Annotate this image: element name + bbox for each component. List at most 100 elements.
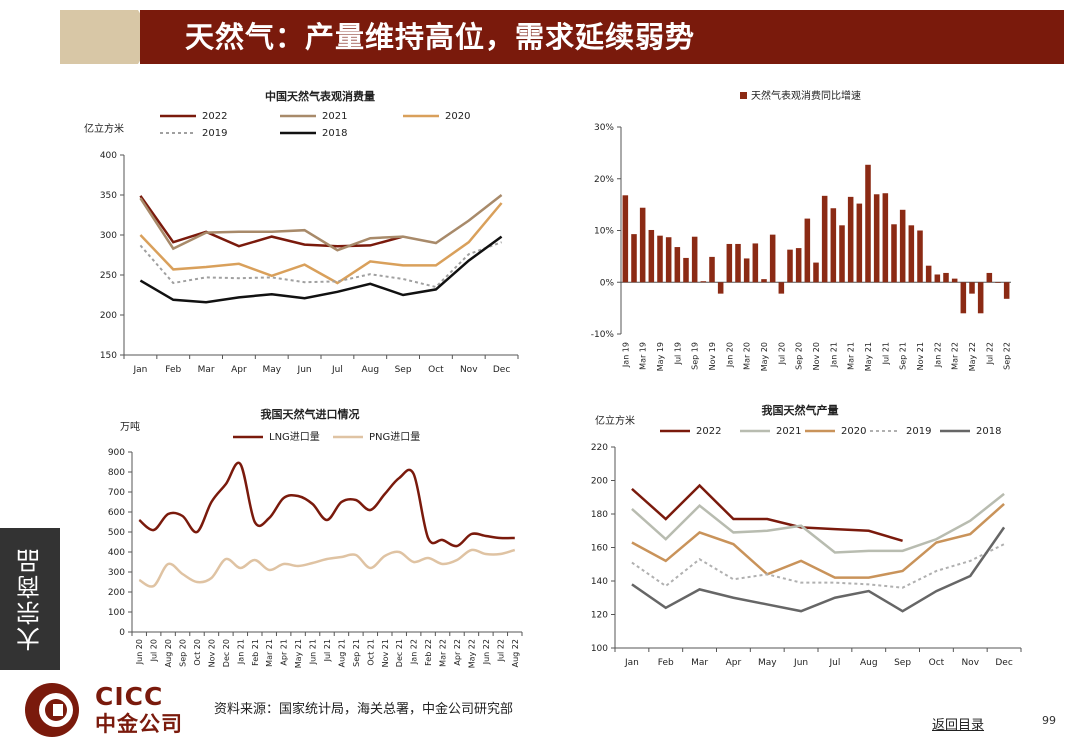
x-tick-label: Jan [624, 658, 639, 668]
x-tick-label: Aug [361, 365, 379, 375]
y-tick-label: 140 [591, 577, 608, 587]
x-tick-label: May [758, 658, 777, 668]
y-tick-label: 600 [108, 508, 125, 518]
x-tick-label: Jul 22 [496, 639, 505, 662]
chart-title: 中国天然气表观消费量 [265, 89, 375, 103]
y-tick-label: 500 [108, 528, 125, 538]
legend-label: 天然气表观消费同比增速 [751, 89, 861, 102]
series-line-LNG进口量 [138, 461, 515, 548]
bar-Apr-22 [960, 282, 967, 314]
back-to-contents-link[interactable]: 返回目录 [932, 718, 985, 733]
y-tick-label: 100 [108, 608, 125, 618]
series-line-2022 [139, 195, 404, 248]
section-tab [0, 528, 60, 670]
y-tick-label: 30% [594, 123, 614, 133]
bar-Jun-20 [769, 234, 776, 283]
y-tick-label: 220 [591, 443, 608, 453]
x-tick-label: Jul 19 [673, 342, 682, 365]
series-line-2022 [631, 483, 903, 542]
x-tick-label: May 21 [864, 342, 873, 371]
cicc-logo-icon [25, 683, 79, 737]
page-title: 天然气：产量维持高位，需求延续弱势 [185, 20, 696, 54]
legend-label: 2020 [841, 426, 866, 437]
x-tick-label: May 20 [760, 342, 769, 371]
x-tick-label: May 19 [656, 342, 665, 371]
x-tick-label: Sep 20 [179, 639, 188, 667]
x-tick-label: May 22 [467, 639, 476, 668]
bar-Oct-21 [908, 225, 915, 283]
bar-May-20 [761, 279, 767, 283]
bar-Dec-20 [821, 195, 828, 283]
bar-Jun-19 [665, 237, 672, 283]
x-tick-label: Jun 21 [309, 639, 318, 665]
x-tick-label: Jan [132, 365, 147, 375]
bar-Dec-19 [717, 282, 724, 294]
x-tick-label: Aug [860, 658, 878, 668]
x-tick-label: Jul [331, 365, 343, 375]
legend-swatch [740, 92, 747, 99]
x-tick-label: Apr 22 [453, 639, 462, 666]
bar-May-19 [657, 235, 663, 283]
legend-label: 2020 [445, 111, 470, 122]
bar-Jun-21 [873, 194, 880, 283]
y-tick-label: 200 [100, 311, 117, 321]
legend-label: 2021 [322, 111, 347, 122]
x-tick-label: Dec 21 [395, 639, 404, 667]
bar-Oct-20 [804, 218, 811, 283]
x-tick-label: Jan 22 [410, 639, 419, 665]
bar-Feb-20 [735, 243, 741, 283]
bar-Aug-20 [787, 249, 793, 283]
legend-label: 2022 [202, 111, 227, 122]
y-tick-label: 0% [600, 278, 615, 288]
x-tick-label: Jan 20 [725, 342, 734, 368]
x-tick-label: May 22 [968, 342, 977, 371]
x-tick-label: Nov [460, 365, 478, 375]
bar-Jan-19 [622, 195, 629, 283]
bar-Dec-21 [925, 265, 932, 283]
y-tick-label: 150 [100, 351, 117, 361]
legend-label: PNG进口量 [369, 431, 420, 443]
chart-consumption-growth: 天然气表观消费同比增速 -10% 0% 10% 20% 30% Jan 19 Mar 19 Ma… [591, 89, 1012, 371]
bar-Aug-22 [995, 282, 1001, 283]
y-tick-label: 200 [591, 477, 608, 487]
bar-Jul-20 [778, 282, 785, 294]
x-tick-label: Nov 21 [381, 639, 390, 667]
bar-May-21 [865, 164, 871, 283]
header-banner [140, 10, 1064, 64]
y-axis-label: 万吨 [120, 420, 140, 433]
x-tick-label: Jul 22 [985, 342, 994, 365]
x-tick-label: Dec [995, 658, 1012, 668]
chart-title: 我国天然气产量 [762, 403, 839, 417]
series-line-2021 [139, 194, 503, 252]
x-tick-label: Jul 21 [323, 639, 332, 662]
legend-label: 2018 [322, 128, 347, 139]
y-tick-label: 350 [100, 191, 117, 201]
x-tick-label: Mar 20 [743, 342, 752, 370]
x-tick-label: Mar 21 [265, 639, 274, 667]
x-tick-label: Oct [428, 365, 444, 375]
x-tick-label: Jul 20 [150, 639, 159, 662]
legend-label: 2018 [976, 426, 1001, 437]
series-line-PNG进口量 [138, 548, 516, 588]
series-line-2019 [139, 241, 502, 289]
x-tick-label: Sep 21 [352, 639, 361, 667]
bar-Sep-22 [1003, 282, 1010, 299]
y-tick-label: 300 [100, 231, 117, 241]
x-tick-label: Sep 20 [795, 342, 804, 370]
y-tick-label: 20% [594, 175, 614, 185]
bar-Sep-20 [795, 248, 802, 283]
legend-label: LNG进口量 [269, 431, 320, 443]
bar-Jun-22 [977, 282, 984, 314]
series-line-2019 [631, 543, 1005, 589]
series-line-2018 [139, 235, 503, 304]
bar-Aug-19 [683, 257, 689, 283]
x-tick-label: Apr [726, 658, 742, 668]
x-tick-label: Dec [493, 365, 510, 375]
x-tick-label: May 21 [294, 639, 303, 668]
x-tick-label: Jun 22 [482, 639, 491, 665]
x-tick-label: Jan 21 [829, 342, 838, 368]
y-tick-label: 900 [108, 448, 125, 458]
x-tick-label: Feb 21 [251, 639, 260, 666]
